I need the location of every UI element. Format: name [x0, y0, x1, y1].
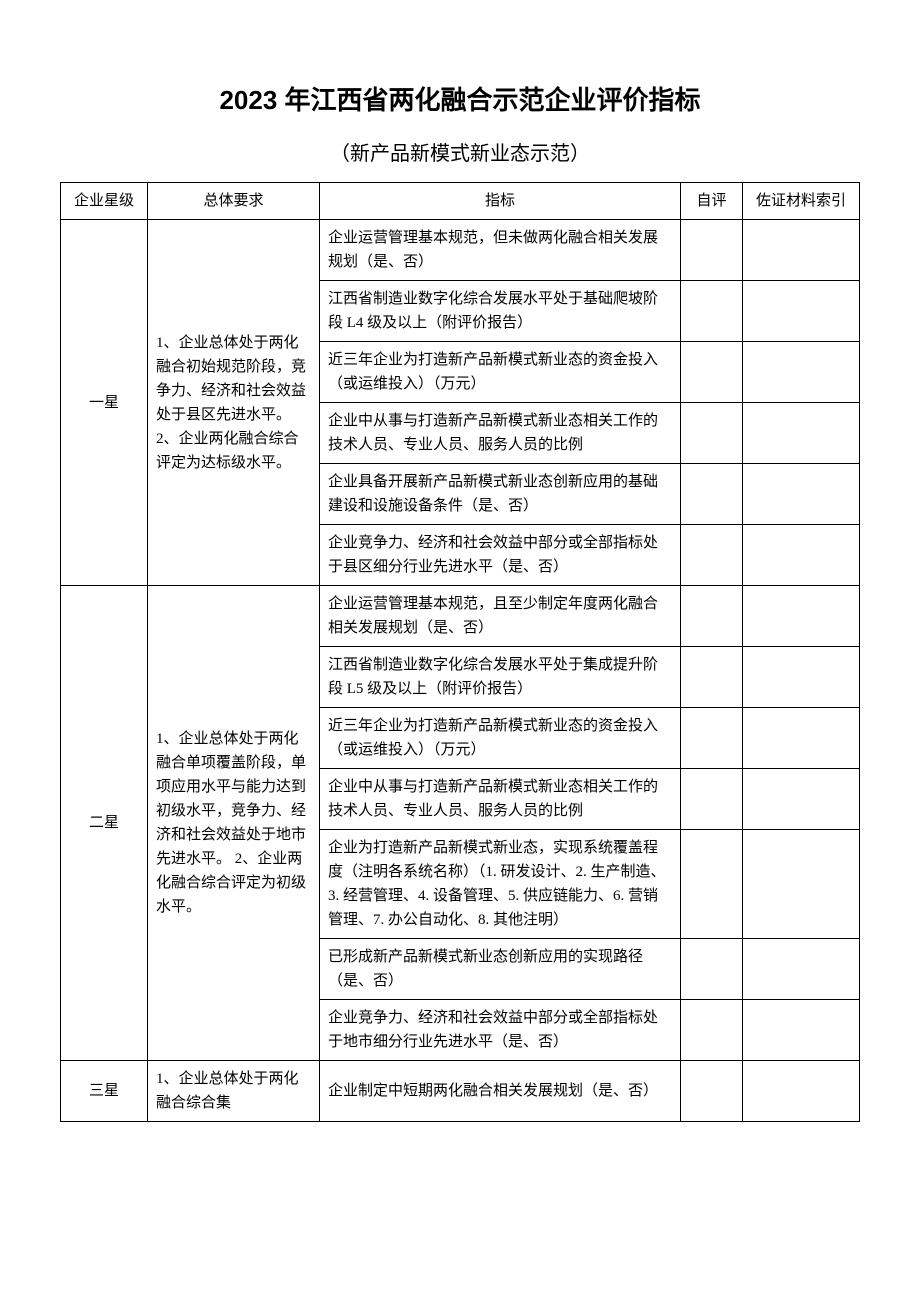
evidence-cell: [743, 220, 860, 281]
col-header-level: 企业星级: [61, 183, 148, 220]
col-header-evidence: 佐证材料索引: [743, 183, 860, 220]
self-eval-cell: [681, 647, 743, 708]
metric-cell: 企业运营管理基本规范，且至少制定年度两化融合相关发展规划（是、否）: [320, 586, 681, 647]
evidence-cell: [743, 708, 860, 769]
self-eval-cell: [681, 586, 743, 647]
metric-cell: 企业中从事与打造新产品新模式新业态相关工作的技术人员、专业人员、服务人员的比例: [320, 769, 681, 830]
requirement-cell: 1、企业总体处于两化融合单项覆盖阶段，单项应用水平与能力达到初级水平，竞争力、经…: [148, 586, 320, 1061]
evidence-cell: [743, 647, 860, 708]
evidence-cell: [743, 830, 860, 939]
evidence-cell: [743, 769, 860, 830]
self-eval-cell: [681, 281, 743, 342]
table-row: 三星1、企业总体处于两化融合综合集企业制定中短期两化融合相关发展规划（是、否）: [61, 1061, 860, 1122]
metric-cell: 已形成新产品新模式新业态创新应用的实现路径（是、否）: [320, 939, 681, 1000]
evaluation-table: 企业星级 总体要求 指标 自评 佐证材料索引 一星1、企业总体处于两化融合初始规…: [60, 182, 860, 1122]
metric-cell: 企业运营管理基本规范，但未做两化融合相关发展规划（是、否）: [320, 220, 681, 281]
table-row: 一星1、企业总体处于两化融合初始规范阶段，竞争力、经济和社会效益处于县区先进水平…: [61, 220, 860, 281]
level-cell: 一星: [61, 220, 148, 586]
col-header-requirement: 总体要求: [148, 183, 320, 220]
self-eval-cell: [681, 830, 743, 939]
self-eval-cell: [681, 525, 743, 586]
col-header-metric: 指标: [320, 183, 681, 220]
page-title: 2023 年江西省两化融合示范企业评价指标: [60, 80, 860, 117]
evidence-cell: [743, 1061, 860, 1122]
page-subtitle: （新产品新模式新业态示范）: [60, 137, 860, 166]
evidence-cell: [743, 281, 860, 342]
self-eval-cell: [681, 464, 743, 525]
metric-cell: 江西省制造业数字化综合发展水平处于基础爬坡阶段 L4 级及以上（附评价报告）: [320, 281, 681, 342]
evidence-cell: [743, 525, 860, 586]
table-header-row: 企业星级 总体要求 指标 自评 佐证材料索引: [61, 183, 860, 220]
self-eval-cell: [681, 342, 743, 403]
self-eval-cell: [681, 939, 743, 1000]
metric-cell: 企业具备开展新产品新模式新业态创新应用的基础建设和设施设备条件（是、否）: [320, 464, 681, 525]
table-body: 一星1、企业总体处于两化融合初始规范阶段，竞争力、经济和社会效益处于县区先进水平…: [61, 220, 860, 1122]
document-page: 2023 年江西省两化融合示范企业评价指标 （新产品新模式新业态示范） 企业星级…: [0, 0, 920, 1162]
evidence-cell: [743, 586, 860, 647]
self-eval-cell: [681, 708, 743, 769]
table-row: 二星1、企业总体处于两化融合单项覆盖阶段，单项应用水平与能力达到初级水平，竞争力…: [61, 586, 860, 647]
level-cell: 二星: [61, 586, 148, 1061]
self-eval-cell: [681, 220, 743, 281]
metric-cell: 企业制定中短期两化融合相关发展规划（是、否）: [320, 1061, 681, 1122]
self-eval-cell: [681, 1061, 743, 1122]
col-header-self-eval: 自评: [681, 183, 743, 220]
evidence-cell: [743, 464, 860, 525]
evidence-cell: [743, 342, 860, 403]
self-eval-cell: [681, 1000, 743, 1061]
metric-cell: 企业为打造新产品新模式新业态，实现系统覆盖程度（注明各系统名称）（1. 研发设计…: [320, 830, 681, 939]
evidence-cell: [743, 403, 860, 464]
metric-cell: 近三年企业为打造新产品新模式新业态的资金投入（或运维投入）（万元）: [320, 708, 681, 769]
evidence-cell: [743, 1000, 860, 1061]
metric-cell: 近三年企业为打造新产品新模式新业态的资金投入（或运维投入）（万元）: [320, 342, 681, 403]
metric-cell: 企业中从事与打造新产品新模式新业态相关工作的技术人员、专业人员、服务人员的比例: [320, 403, 681, 464]
requirement-cell: 1、企业总体处于两化融合综合集: [148, 1061, 320, 1122]
metric-cell: 企业竞争力、经济和社会效益中部分或全部指标处于县区细分行业先进水平（是、否）: [320, 525, 681, 586]
self-eval-cell: [681, 769, 743, 830]
evidence-cell: [743, 939, 860, 1000]
metric-cell: 企业竞争力、经济和社会效益中部分或全部指标处于地市细分行业先进水平（是、否）: [320, 1000, 681, 1061]
metric-cell: 江西省制造业数字化综合发展水平处于集成提升阶段 L5 级及以上（附评价报告）: [320, 647, 681, 708]
self-eval-cell: [681, 403, 743, 464]
requirement-cell: 1、企业总体处于两化融合初始规范阶段，竞争力、经济和社会效益处于县区先进水平。 …: [148, 220, 320, 586]
level-cell: 三星: [61, 1061, 148, 1122]
